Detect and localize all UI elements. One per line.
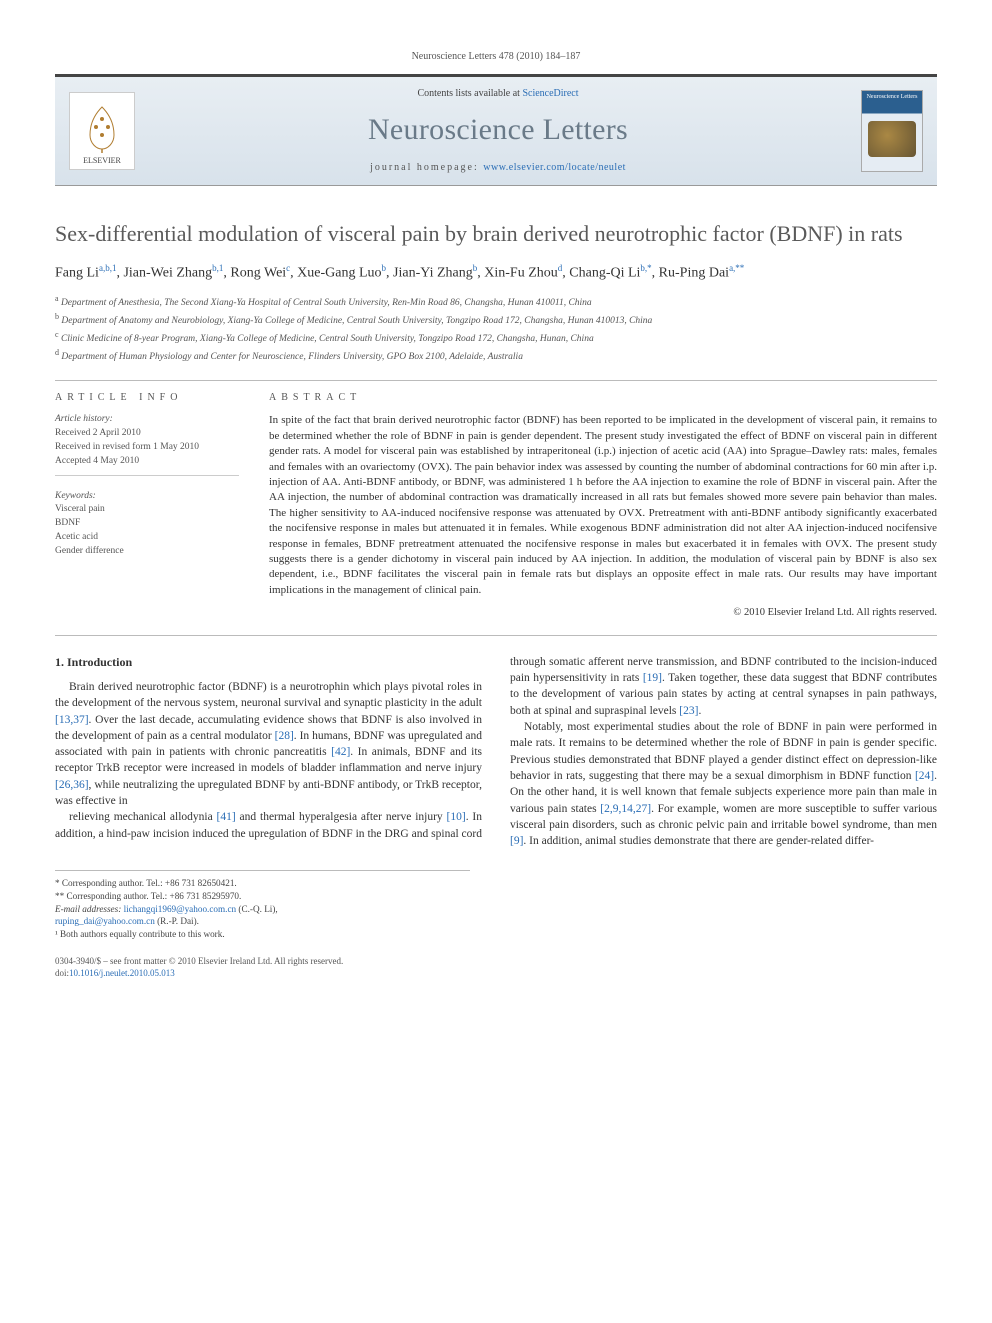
keyword: Acetic acid bbox=[55, 531, 239, 545]
contents-available-line: Contents lists available at ScienceDirec… bbox=[149, 87, 847, 101]
doi-line: doi:10.1016/j.neulet.2010.05.013 bbox=[55, 967, 937, 979]
body-paragraph: Notably, most experimental studies about… bbox=[510, 719, 937, 850]
article-title: Sex-differential modulation of visceral … bbox=[55, 220, 937, 248]
elsevier-logo: ELSEVIER bbox=[69, 92, 135, 170]
email-who-2: (R.-P. Dai). bbox=[155, 916, 199, 926]
keyword: BDNF bbox=[55, 517, 239, 531]
elsevier-tree-icon bbox=[80, 103, 124, 153]
email-link-1[interactable]: lichangqi1969@yahoo.com.cn bbox=[124, 904, 237, 914]
keyword: Visceral pain bbox=[55, 503, 239, 517]
history-label: Article history: bbox=[55, 413, 239, 427]
citation-link[interactable]: [2,9,14,27] bbox=[600, 803, 651, 815]
keywords-block: Keywords: Visceral pain BDNF Acetic acid… bbox=[55, 490, 239, 559]
cover-label: Neuroscience Letters bbox=[867, 94, 918, 100]
affiliation: d Department of Human Physiology and Cen… bbox=[55, 347, 937, 365]
journal-cover-thumb: Neuroscience Letters bbox=[861, 90, 923, 172]
divider bbox=[55, 635, 937, 636]
email-addresses: E-mail addresses: lichangqi1969@yahoo.co… bbox=[55, 903, 470, 916]
citation-link[interactable]: [41] bbox=[217, 811, 236, 823]
citation-link[interactable]: [28] bbox=[275, 730, 294, 742]
corresponding-author-2: ** Corresponding author. Tel.: +86 731 8… bbox=[55, 890, 470, 903]
article-body: 1. Introduction Brain derived neurotroph… bbox=[55, 654, 937, 850]
running-head: Neuroscience Letters 478 (2010) 184–187 bbox=[55, 50, 937, 64]
email-who-1: (C.-Q. Li), bbox=[236, 904, 278, 914]
elsevier-logo-label: ELSEVIER bbox=[83, 155, 121, 166]
article-history: Article history: Received 2 April 2010 R… bbox=[55, 413, 239, 475]
article-info-heading: ARTICLE INFO bbox=[55, 391, 239, 405]
footnotes: * Corresponding author. Tel.: +86 731 82… bbox=[55, 870, 470, 941]
affiliation: a Department of Anesthesia, The Second X… bbox=[55, 293, 937, 311]
citation-link[interactable]: [42] bbox=[331, 746, 350, 758]
accepted-date: Accepted 4 May 2010 bbox=[55, 455, 239, 469]
citation-link[interactable]: [19] bbox=[643, 672, 662, 684]
affiliation: b Department of Anatomy and Neurobiology… bbox=[55, 311, 937, 329]
affiliations: a Department of Anesthesia, The Second X… bbox=[55, 293, 937, 365]
equal-contribution-note: ¹ Both authors equally contribute to thi… bbox=[55, 928, 470, 941]
thin-divider bbox=[55, 475, 239, 476]
abstract-heading: ABSTRACT bbox=[269, 391, 937, 405]
corresponding-author-1: * Corresponding author. Tel.: +86 731 82… bbox=[55, 877, 470, 890]
page-footer: 0304-3940/$ – see front matter © 2010 El… bbox=[55, 955, 937, 979]
email-link-2[interactable]: ruping_dai@yahoo.com.cn bbox=[55, 916, 155, 926]
author-list: Fang Lia,b,1, Jian-Wei Zhangb,1, Rong We… bbox=[55, 262, 937, 283]
revised-date: Received in revised form 1 May 2010 bbox=[55, 441, 239, 455]
doi-link[interactable]: 10.1016/j.neulet.2010.05.013 bbox=[69, 968, 175, 978]
citation-link[interactable]: [24] bbox=[915, 770, 934, 782]
divider bbox=[55, 380, 937, 381]
keyword: Gender difference bbox=[55, 545, 239, 559]
affiliation: c Clinic Medicine of 8-year Program, Xia… bbox=[55, 329, 937, 347]
email-addresses-2: ruping_dai@yahoo.com.cn (R.-P. Dai). bbox=[55, 915, 470, 928]
journal-homepage-link[interactable]: www.elsevier.com/locate/neulet bbox=[483, 162, 626, 173]
citation-link[interactable]: [13,37] bbox=[55, 714, 89, 726]
abstract-text: In spite of the fact that brain derived … bbox=[269, 413, 937, 598]
received-date: Received 2 April 2010 bbox=[55, 427, 239, 441]
journal-name: Neuroscience Letters bbox=[149, 109, 847, 151]
section-heading-intro: 1. Introduction bbox=[55, 654, 482, 671]
keywords-label: Keywords: bbox=[55, 490, 239, 504]
front-matter-line: 0304-3940/$ – see front matter © 2010 El… bbox=[55, 955, 937, 967]
homepage-prefix: journal homepage: bbox=[370, 162, 483, 173]
email-label: E-mail addresses: bbox=[55, 904, 124, 914]
body-paragraph: Brain derived neurotrophic factor (BDNF)… bbox=[55, 679, 482, 810]
journal-homepage-line: journal homepage: www.elsevier.com/locat… bbox=[149, 161, 847, 175]
citation-link[interactable]: [10] bbox=[447, 811, 466, 823]
sciencedirect-link[interactable]: ScienceDirect bbox=[522, 88, 578, 99]
journal-header: ELSEVIER Contents lists available at Sci… bbox=[55, 74, 937, 186]
contents-prefix: Contents lists available at bbox=[417, 88, 522, 99]
abstract-copyright: © 2010 Elsevier Ireland Ltd. All rights … bbox=[269, 606, 937, 621]
citation-link[interactable]: [26,36] bbox=[55, 779, 89, 791]
citation-link[interactable]: [9] bbox=[510, 835, 523, 847]
doi-label: doi: bbox=[55, 968, 69, 978]
citation-link[interactable]: [23] bbox=[679, 705, 698, 717]
